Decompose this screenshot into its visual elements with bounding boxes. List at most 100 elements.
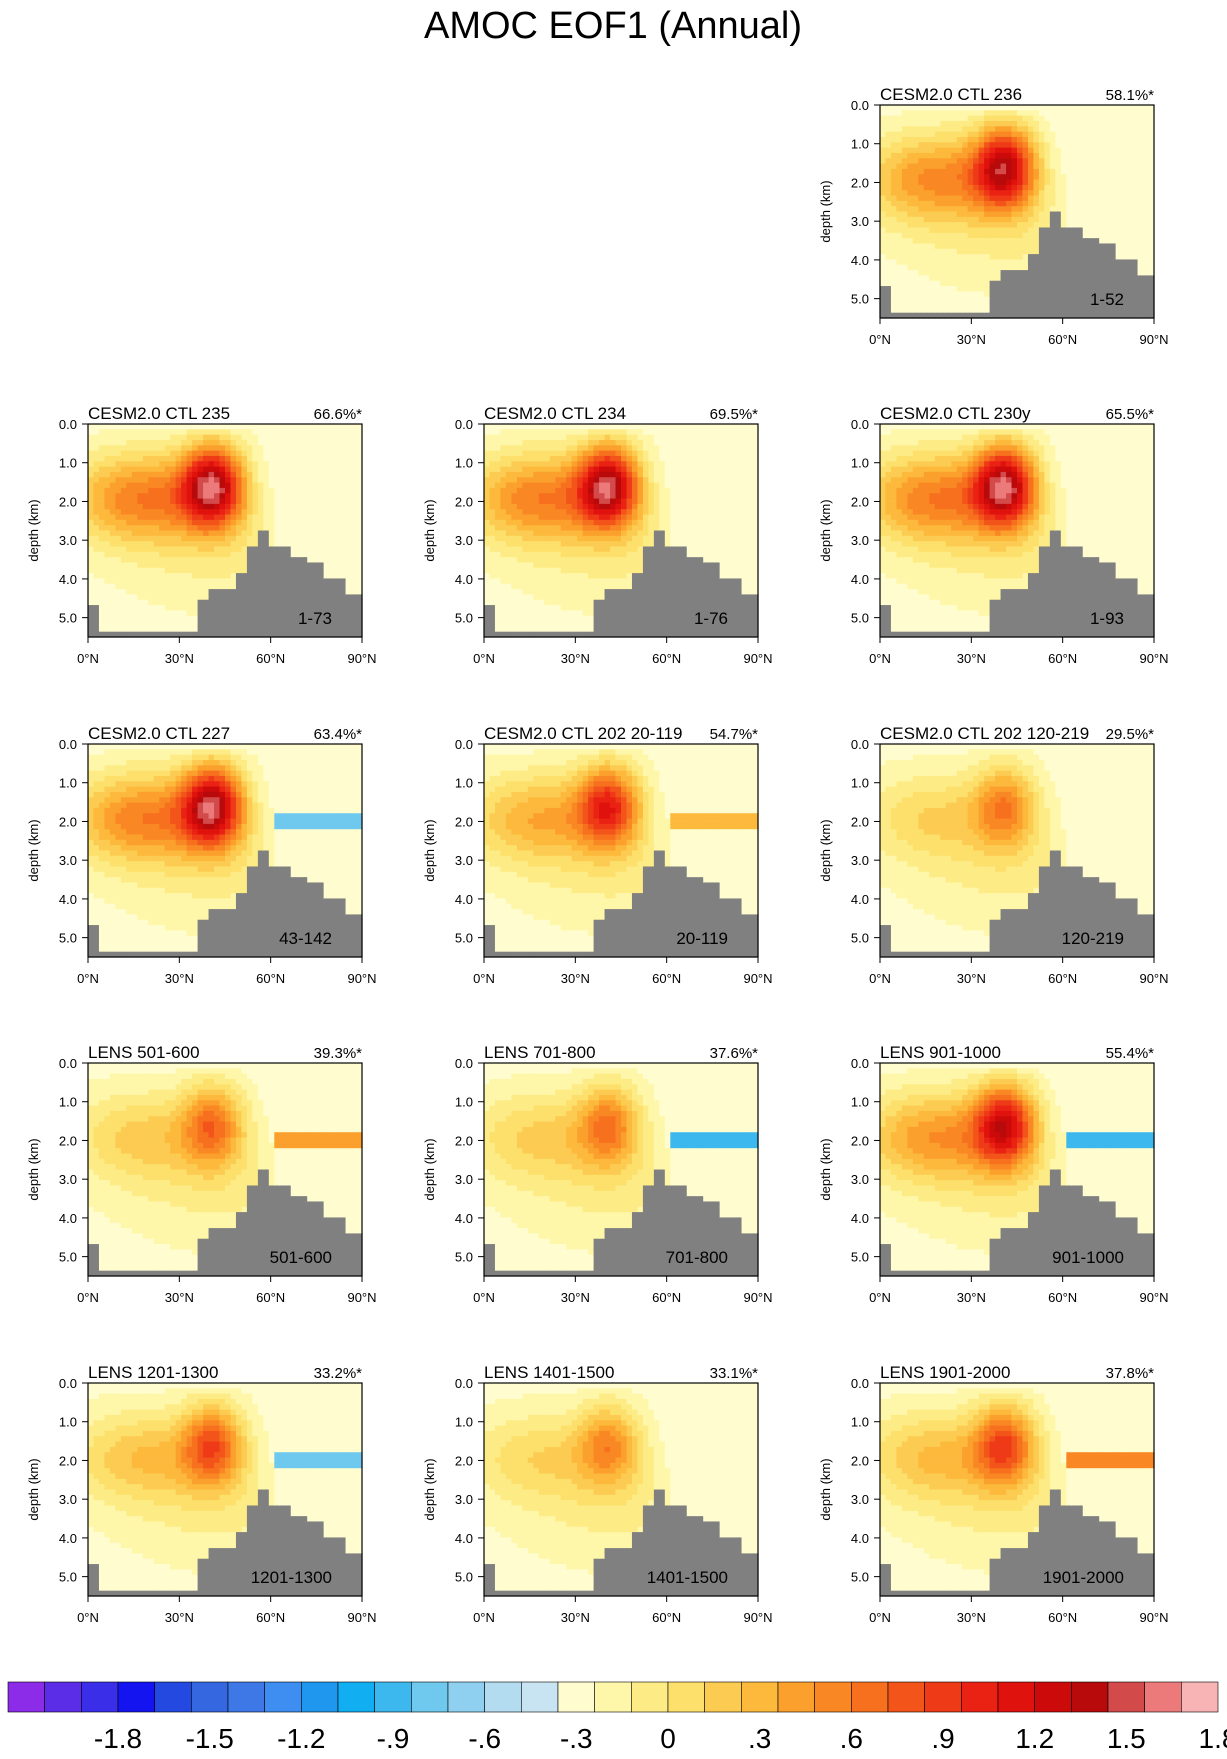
contour-cell <box>131 605 138 611</box>
contour-cell <box>1055 259 1062 266</box>
contour-cell <box>533 514 540 521</box>
contour-cell <box>120 578 127 585</box>
contour-cell <box>951 120 958 127</box>
contour-cell <box>610 493 617 500</box>
contour-cell <box>538 621 545 627</box>
contour-cell <box>538 439 545 446</box>
contour-cell <box>1000 179 1007 186</box>
contour-cell <box>257 450 264 457</box>
contour-cell <box>885 211 892 218</box>
contour-cell <box>494 450 502 457</box>
contour-cell <box>175 551 182 558</box>
contour-cell <box>1044 296 1051 303</box>
contour-cell <box>1126 302 1133 308</box>
contour-cell <box>555 509 562 516</box>
contour-cell <box>296 450 303 457</box>
contour-cell <box>533 578 540 585</box>
contour-cell <box>192 631 199 638</box>
contour-cell <box>334 535 341 542</box>
contour-cell <box>989 195 996 202</box>
contour-cell <box>582 439 589 446</box>
contour-cell <box>880 142 887 149</box>
contour-cell <box>962 302 969 308</box>
contour-cell <box>109 541 116 548</box>
contour-cell <box>164 535 171 542</box>
contour-cell <box>131 445 138 452</box>
contour-cell <box>1132 270 1139 276</box>
contour-cell <box>301 530 308 537</box>
contour-cell <box>907 136 914 143</box>
contour-cell <box>1060 280 1067 287</box>
contour-cell <box>890 115 898 122</box>
contour-cell <box>1143 163 1150 170</box>
contour-cell <box>555 599 562 606</box>
contour-cell <box>312 567 319 574</box>
contour-cell <box>951 296 958 303</box>
contour-cell <box>351 605 358 611</box>
contour-cell <box>257 439 264 446</box>
contour-cell <box>1104 232 1111 239</box>
contour-cell <box>246 455 253 462</box>
contour-cell <box>340 519 347 526</box>
contour-cell <box>588 530 595 537</box>
contour-cell <box>340 573 347 580</box>
contour-cell <box>1055 195 1062 202</box>
contour-cell <box>1104 105 1111 111</box>
contour-cell <box>489 535 496 542</box>
contour-cell <box>593 477 600 484</box>
contour-cell <box>1044 280 1051 287</box>
contour-cell <box>192 519 199 526</box>
contour-cell <box>571 434 578 441</box>
contour-cell <box>93 615 100 622</box>
contour-cell <box>880 105 887 111</box>
contour-cell <box>951 222 958 229</box>
contour-cell <box>522 610 529 617</box>
contour-cell <box>1077 312 1084 319</box>
contour-cell <box>268 615 275 622</box>
contour-cell <box>940 243 947 250</box>
contour-cell <box>279 599 286 606</box>
contour-cell <box>257 583 264 590</box>
contour-cell <box>153 610 160 617</box>
contour-cell <box>252 445 259 452</box>
contour-cell <box>1027 296 1035 303</box>
contour-cell <box>1049 110 1056 117</box>
contour-cell <box>1099 179 1106 186</box>
contour-cell <box>940 120 947 127</box>
contour-cell <box>153 434 160 441</box>
contour-cell <box>1104 120 1111 127</box>
contour-cell <box>880 216 887 223</box>
contour-cell <box>593 551 600 558</box>
contour-cell <box>945 131 952 138</box>
contour-cell <box>1148 120 1155 127</box>
contour-cell <box>257 631 264 638</box>
contour-cell <box>1000 168 1007 175</box>
contour-cell <box>984 190 991 197</box>
contour-cell <box>153 509 160 516</box>
contour-cell <box>252 434 259 441</box>
contour-cell <box>951 275 958 282</box>
contour-cell <box>109 477 116 484</box>
contour-cell <box>962 147 969 154</box>
contour-cell <box>203 530 210 537</box>
contour-cell <box>978 232 985 239</box>
contour-cell <box>1044 158 1051 165</box>
contour-cell <box>126 583 133 590</box>
contour-cell <box>1115 190 1122 197</box>
contour-cell <box>88 461 95 468</box>
contour-cell <box>263 605 270 611</box>
contour-cell <box>301 578 308 585</box>
contour-cell <box>967 136 974 143</box>
contour-cell <box>88 626 95 633</box>
contour-cell <box>1071 152 1078 159</box>
contour-cell <box>98 471 106 478</box>
contour-cell <box>945 190 952 197</box>
contour-cell <box>159 461 166 468</box>
contour-cell <box>203 514 210 521</box>
contour-cell <box>1115 302 1122 308</box>
contour-cell <box>940 296 947 303</box>
contour-cell <box>1148 312 1155 319</box>
contour-cell <box>494 610 502 617</box>
contour-cell <box>505 605 512 611</box>
contour-cell <box>967 280 974 287</box>
